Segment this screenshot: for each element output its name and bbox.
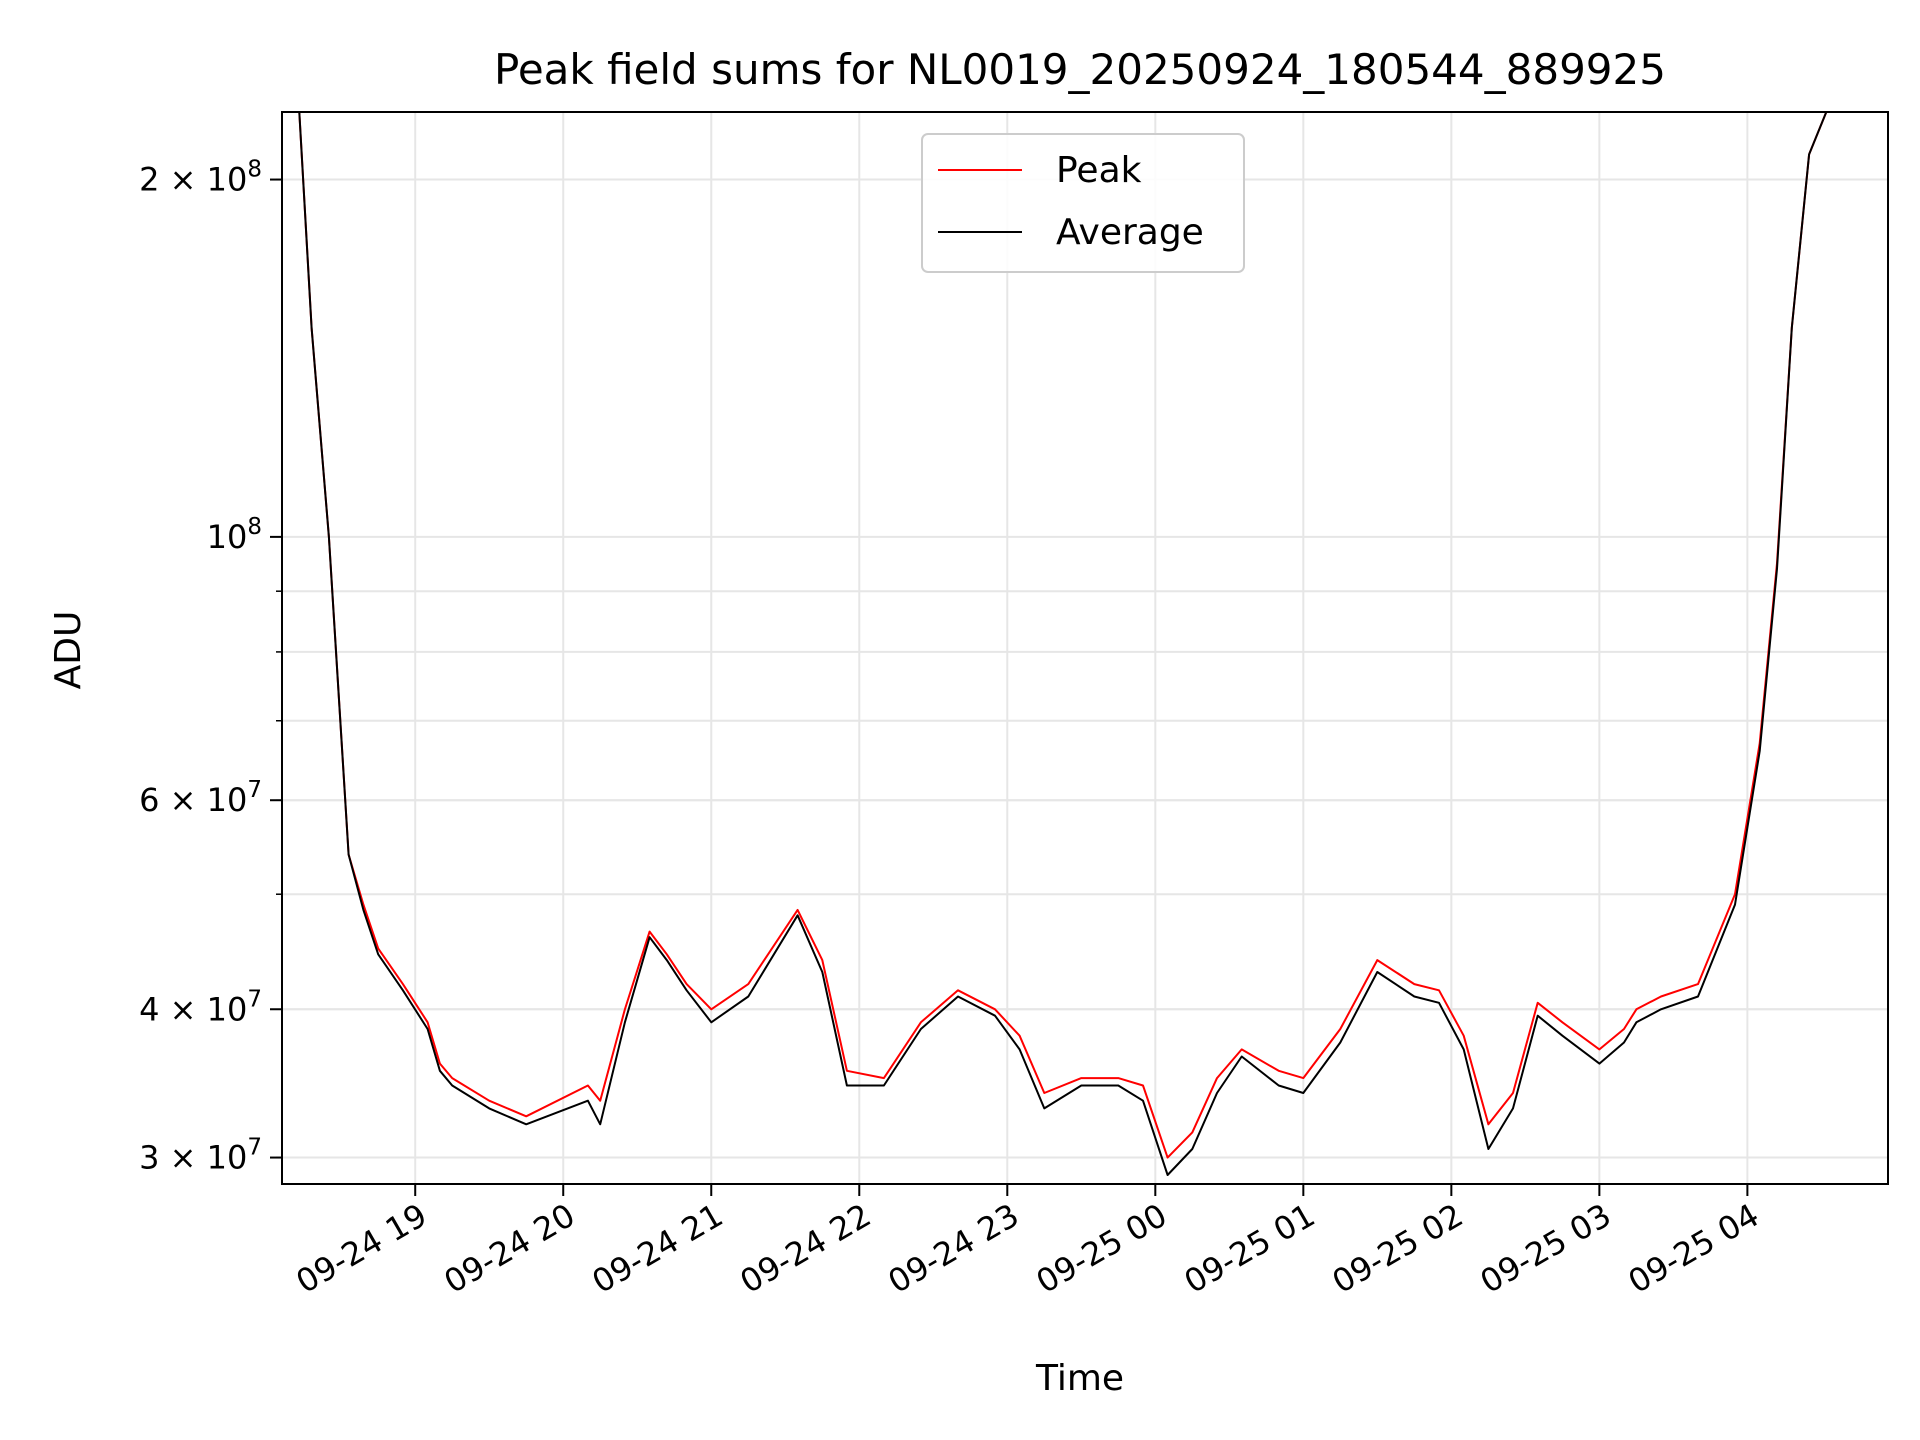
y-tick-exponent: 7	[247, 986, 262, 1012]
x-tick-label: 09-25 01	[1178, 1196, 1322, 1301]
plot-lines	[298, 112, 1871, 1176]
x-tick-label: 09-24 20	[438, 1196, 582, 1301]
y-tick-label: 4 × 107	[139, 986, 262, 1028]
y-tick-exponent: 8	[247, 514, 262, 540]
x-axis-label: Time	[1035, 1358, 1124, 1399]
y-tick-base: 10	[207, 161, 248, 199]
legend-label-average: Average	[1056, 212, 1204, 253]
y-tick-label: 3 × 107	[139, 1135, 262, 1177]
series-line-average	[298, 112, 1871, 1176]
series-line-peak	[298, 112, 1871, 1159]
y-tick-base: 10	[207, 781, 248, 819]
y-tick-mantissa: 3	[139, 1139, 159, 1177]
y-tick-mantissa: 4	[139, 990, 159, 1028]
x-ticks: 09-24 19 09-24 20 09-24 21 09-24 22 09-24 23…	[290, 1184, 1766, 1301]
y-tick-times: ×	[159, 990, 206, 1028]
y-axis-label: ADU	[48, 611, 89, 690]
x-tick-label: 09-24 19	[290, 1196, 434, 1301]
y-tick-mantissa: 6	[139, 781, 159, 819]
y-tick-base: 10	[207, 1139, 248, 1177]
legend-box	[921, 133, 1245, 273]
x-tick-label: 09-24 23	[882, 1196, 1026, 1301]
y-tick-base: 10	[207, 990, 248, 1028]
x-tick-label: 09-25 02	[1326, 1196, 1470, 1301]
y-tick-exponent: 7	[247, 777, 262, 803]
y-tick-label: 2 × 108	[139, 157, 262, 199]
y-tick-base: 10	[207, 518, 248, 556]
y-tick-mantissa: 2	[139, 161, 159, 199]
x-tick-label: 09-25 03	[1474, 1196, 1618, 1301]
x-tick-label: 09-24 21	[586, 1196, 730, 1301]
y-tick-times: ×	[159, 1139, 206, 1177]
y-tick-times: ×	[159, 161, 206, 199]
y-tick-label: 6 × 107	[139, 777, 262, 819]
legend: Peak Average	[921, 133, 1245, 273]
chart-title: Peak field sums for NL0019_20250924_1805…	[494, 45, 1666, 94]
y-tick-exponent: 7	[247, 1135, 262, 1161]
x-tick-label: 09-25 00	[1030, 1196, 1174, 1301]
y-tick-label: 108	[207, 514, 262, 556]
y-tick-exponent: 8	[247, 157, 262, 183]
legend-label-peak: Peak	[1056, 150, 1142, 191]
x-tick-label: 09-24 22	[734, 1196, 878, 1301]
y-tick-times: ×	[159, 781, 206, 819]
plot-frame	[281, 111, 1889, 1185]
x-tick-label: 09-25 04	[1622, 1196, 1766, 1301]
